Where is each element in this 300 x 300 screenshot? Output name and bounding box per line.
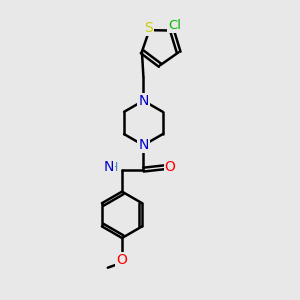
Text: Cl: Cl — [169, 19, 182, 32]
Text: N: N — [138, 138, 148, 152]
Text: S: S — [144, 21, 152, 35]
Text: N: N — [103, 160, 114, 174]
Text: H: H — [109, 161, 118, 174]
Text: N: N — [138, 94, 148, 108]
Text: O: O — [165, 160, 176, 174]
Text: O: O — [117, 253, 128, 267]
